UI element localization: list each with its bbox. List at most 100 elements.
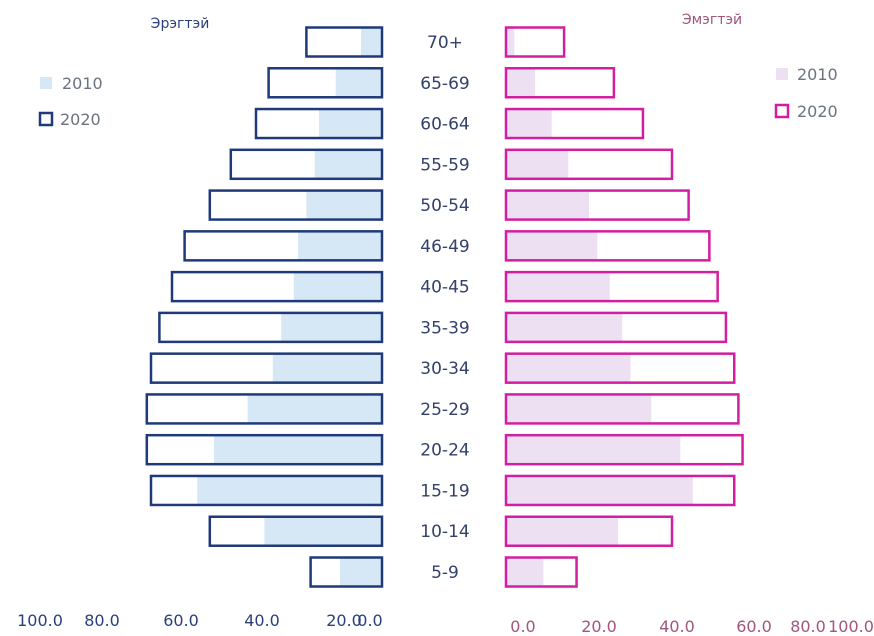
female-2020-bar-55-59 xyxy=(504,148,674,181)
age-group-label-50-54: 50-54 xyxy=(420,196,469,216)
female-2010-bar-65-69 xyxy=(506,69,536,97)
age-group-label-5-9: 5-9 xyxy=(431,563,459,583)
female-2010-bar-70plus xyxy=(506,28,515,56)
age-group-label-35-39: 35-39 xyxy=(420,318,469,338)
male-2010-bar-20-24 xyxy=(214,436,382,464)
female-side-title: Эмэгтэй xyxy=(682,12,742,28)
male-2010-bar-10-14 xyxy=(264,517,382,545)
female-2020-bar-65-69 xyxy=(504,67,616,99)
male-side-title: Эрэгтэй xyxy=(151,16,210,32)
male-tick-label-100-0: 100.0 xyxy=(17,611,63,630)
age-group-label-25-29: 25-29 xyxy=(420,400,469,420)
male-tick-label-60-0: 60.0 xyxy=(163,611,199,630)
male-2020-bar-20-24 xyxy=(145,433,384,466)
age-group-label-60-64: 60-64 xyxy=(420,115,469,135)
female-2020-bar-15-19 xyxy=(504,474,736,507)
male-tick-label-20-0: 20.0 xyxy=(326,611,362,630)
female-2010-bar-50-54 xyxy=(506,191,589,219)
male-2010-bar-46-49 xyxy=(298,232,382,260)
male-tick-label-40-0: 40.0 xyxy=(244,611,280,630)
male-legend-2020-swatch xyxy=(38,111,54,127)
male-2010-bar-60-64 xyxy=(319,110,382,138)
male-2010-bar-30-34 xyxy=(272,354,382,382)
age-group-label-46-49: 46-49 xyxy=(420,237,469,257)
male-2020-bar-25-29 xyxy=(145,393,384,425)
male-legend-2010-swatch xyxy=(40,77,52,89)
female-legend-2010-label: 2010 xyxy=(797,65,838,84)
female-2020-bar-5-9 xyxy=(504,556,578,588)
age-labels: 70+ 65-69 60-64 55-59 50-54 46-49 40-45 35-39 30… xyxy=(420,33,469,583)
male-2020-bar-60-64 xyxy=(254,107,384,140)
female-2010-bar-60-64 xyxy=(506,110,552,138)
male-legend: 2010 2020 xyxy=(38,74,103,129)
female-bars xyxy=(504,26,744,588)
female-legend-2020-label: 2020 xyxy=(797,102,838,121)
male-2020-bar-65-69 xyxy=(267,67,384,99)
female-2010-bar-35-39 xyxy=(506,313,623,341)
male-2020-bar-40-45 xyxy=(170,270,384,303)
age-group-label-40-45: 40-45 xyxy=(420,278,469,298)
male-2010-bar-55-59 xyxy=(314,150,382,178)
male-2010-bar-40-45 xyxy=(293,273,382,301)
male-tick-label-80-0: 80.0 xyxy=(84,611,120,630)
male-2010-bar-5-9 xyxy=(340,558,382,586)
male-2010-bar-35-39 xyxy=(281,313,382,341)
female-tick-label-0-0: 0.0 xyxy=(510,617,535,636)
female-2020-bar-50-54 xyxy=(504,189,690,221)
age-group-label-70plus: 70+ xyxy=(427,33,463,53)
female-2010-bar-15-19 xyxy=(506,476,693,504)
male-axis-ticks: 100.0 80.0 60.0 40.0 20.00.0 xyxy=(17,611,383,630)
female-2020-bar-30-34 xyxy=(504,352,736,384)
male-2020-bar-30-34 xyxy=(149,352,384,384)
male-2010-bar-50-54 xyxy=(306,191,382,219)
female-tick-label-100-0: 100.0 xyxy=(828,617,874,636)
female-legend: 2010 2020 xyxy=(774,65,838,121)
age-group-label-10-14: 10-14 xyxy=(420,522,469,542)
male-bars xyxy=(145,26,384,588)
male-2020-bar-55-59 xyxy=(229,148,384,181)
female-tick-label-80-0: 80.0 xyxy=(790,617,826,636)
male-2020-bar-70plus xyxy=(305,26,384,58)
age-group-label-20-24: 20-24 xyxy=(420,441,469,461)
age-group-label-15-19: 15-19 xyxy=(420,481,469,501)
male-2020-bar-35-39 xyxy=(158,311,384,344)
male-2010-bar-65-69 xyxy=(335,69,382,97)
female-2010-bar-5-9 xyxy=(506,558,544,586)
male-tick-label-0-0: 0.0 xyxy=(357,611,382,630)
female-tick-label-40-0: 40.0 xyxy=(659,617,695,636)
male-2020-bar-50-54 xyxy=(208,189,384,221)
female-2020-bar-20-24 xyxy=(504,433,744,466)
female-tick-label-20-0: 20.0 xyxy=(581,617,617,636)
female-2020-bar-10-14 xyxy=(504,515,674,547)
female-2020-bar-25-29 xyxy=(504,393,740,425)
male-2020-bar-5-9 xyxy=(309,556,384,588)
male-2020-bar-15-19 xyxy=(149,474,384,507)
female-2020-bar-70plus xyxy=(504,26,566,58)
female-2020-bar-35-39 xyxy=(504,311,728,344)
female-2010-bar-55-59 xyxy=(506,150,569,178)
male-2010-bar-15-19 xyxy=(197,476,382,504)
female-2010-bar-10-14 xyxy=(506,517,619,545)
male-legend-2020-label: 2020 xyxy=(60,110,101,129)
age-group-label-30-34: 30-34 xyxy=(420,359,469,379)
male-2020-bar-46-49 xyxy=(183,230,384,262)
female-legend-2010-swatch xyxy=(776,68,788,80)
female-2010-bar-40-45 xyxy=(506,273,610,301)
female-legend-2020-swatch xyxy=(774,103,790,119)
female-2010-bar-20-24 xyxy=(506,436,681,464)
female-2020-bar-46-49 xyxy=(504,230,711,262)
male-2020-bar-10-14 xyxy=(208,515,384,547)
female-2020-bar-40-45 xyxy=(504,270,719,303)
age-group-label-65-69: 65-69 xyxy=(420,74,469,94)
female-tick-label-60-0: 60.0 xyxy=(736,617,772,636)
female-2020-bar-60-64 xyxy=(504,107,645,140)
female-axis-ticks: 0.0 20.0 40.0 60.0 80.0 100.0 xyxy=(510,617,874,636)
age-group-label-55-59: 55-59 xyxy=(420,155,469,175)
female-2010-bar-30-34 xyxy=(506,354,631,382)
male-2010-bar-70plus xyxy=(361,28,382,56)
male-legend-2010-label: 2010 xyxy=(62,74,103,93)
female-2010-bar-46-49 xyxy=(506,232,598,260)
male-2010-bar-25-29 xyxy=(247,395,382,423)
female-2010-bar-25-29 xyxy=(506,395,652,423)
